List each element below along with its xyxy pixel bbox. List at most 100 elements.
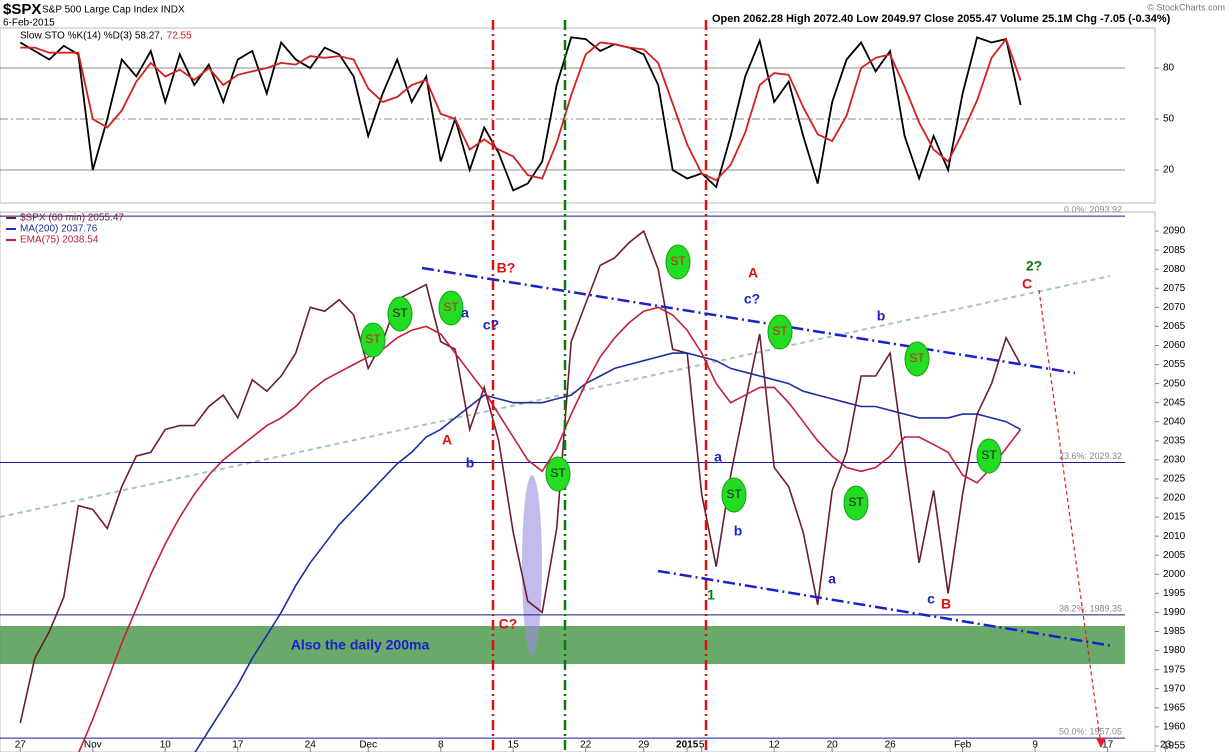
annotation: C?	[499, 616, 518, 632]
symbol: $SPX	[3, 1, 41, 18]
x-tick-label: 9	[1032, 740, 1038, 751]
annotation: c	[927, 591, 935, 607]
annotation: B	[941, 596, 951, 612]
y-tick-label: 2085	[1163, 245, 1186, 256]
annotation: ST	[726, 487, 742, 501]
y-tick-label: 2075	[1163, 283, 1186, 294]
y-tick-label: 2010	[1163, 531, 1186, 542]
annotation: A	[442, 432, 452, 448]
legend-label: EMA(75) 2038.54	[20, 235, 99, 246]
y-tick-label: 1955	[1163, 741, 1186, 752]
x-tick-label: 2015	[676, 740, 699, 751]
y-tick-label: 2015	[1163, 512, 1186, 523]
x-tick-label: 23	[1160, 740, 1172, 751]
annotation: ST	[670, 254, 686, 268]
annotation: b	[877, 308, 886, 324]
x-tick-label: 17	[232, 740, 244, 751]
x-tick-label: 26	[885, 740, 897, 751]
x-tick-label: 17	[1102, 740, 1114, 751]
y-tick-label: 50	[1163, 114, 1175, 125]
y-tick-label: 1980	[1163, 645, 1186, 656]
annotation-marker	[387, 296, 413, 332]
y-tick-label: 20	[1163, 165, 1175, 176]
annotation-marker	[721, 477, 747, 513]
y-tick-label: 2080	[1163, 264, 1186, 275]
annotation-marker	[665, 244, 691, 280]
legend-label: $SPX (60 min) 2055.47	[20, 213, 124, 224]
support-band	[0, 626, 1125, 664]
x-tick-label: 12	[769, 740, 781, 751]
stoch-panel	[0, 27, 1156, 204]
x-tick-label: 20	[827, 740, 839, 751]
legend-label: Slow STO %K(14) %D(3) 58.27,	[20, 31, 163, 42]
x-tick-label: Dec	[359, 740, 377, 751]
arrow-head	[1096, 738, 1106, 748]
y-tick-label: 2090	[1163, 226, 1186, 237]
y-tick-label: 2035	[1163, 435, 1186, 446]
annotation: b	[734, 523, 743, 539]
annotation-marker	[976, 438, 1002, 474]
y-tick-label: 2025	[1163, 474, 1186, 485]
x-tick-label: 29	[638, 740, 650, 751]
x-tick-label: 22	[580, 740, 592, 751]
x-tick-label: Feb	[954, 740, 972, 751]
y-tick-label: 1975	[1163, 664, 1186, 675]
annotation: A	[748, 265, 758, 281]
series-line	[19, 229, 1022, 724]
annotation: ST	[772, 324, 788, 338]
annotation: 1	[707, 587, 715, 603]
y-tick-label: 2070	[1163, 302, 1186, 313]
annotation: a	[828, 571, 836, 587]
x-tick-label: 5	[699, 740, 705, 751]
annotation-marker	[360, 322, 386, 358]
x-tick-label: Nov	[84, 740, 102, 751]
y-tick-label: 1990	[1163, 607, 1186, 618]
annotation: a	[461, 305, 469, 321]
annotation: ST	[981, 448, 997, 462]
y-tick-label: 2065	[1163, 321, 1186, 332]
y-tick-label: 2055	[1163, 359, 1186, 370]
annotation-marker	[843, 485, 869, 521]
y-tick-label: 2060	[1163, 340, 1186, 351]
annotation: B?	[497, 260, 516, 276]
x-tick-label: 27	[15, 740, 27, 751]
y-tick-label: 1995	[1163, 588, 1186, 599]
annotation-marker	[438, 290, 464, 326]
projection-line	[1038, 289, 1101, 739]
annotation: Also the daily 200ma	[291, 637, 430, 653]
level-label: 38.2%: 1989.35	[1059, 603, 1122, 613]
y-tick-label: 2050	[1163, 378, 1186, 389]
annotation: a	[714, 449, 722, 465]
quote: Open 2062.28 High 2072.40 Low 2049.97 Cl…	[712, 13, 1171, 25]
series-line	[20, 37, 1022, 182]
trend-line	[657, 569, 1114, 648]
y-tick-label: 2030	[1163, 455, 1186, 466]
legend-label: 72.55	[167, 31, 192, 42]
annotation: c?	[744, 291, 760, 307]
price-panel	[0, 211, 1156, 752]
annotation: b	[466, 455, 475, 471]
annotation: c?	[483, 317, 499, 333]
annotation-marker	[767, 314, 793, 350]
y-tick-label: 1960	[1163, 721, 1186, 732]
y-tick-label: 2040	[1163, 416, 1186, 427]
annotation: ST	[909, 351, 925, 365]
annotation-marker	[904, 341, 930, 377]
y-tick-label: 2005	[1163, 550, 1186, 561]
y-tick-label: 2000	[1163, 569, 1186, 580]
series-line	[194, 352, 1021, 752]
background	[0, 27, 1156, 752]
y-tick-label: 2045	[1163, 397, 1186, 408]
highlight	[522, 475, 542, 655]
level-label: 23.6%: 2029.32	[1059, 451, 1122, 461]
series-line	[78, 306, 1022, 752]
annotation: C	[1022, 276, 1032, 292]
x-tick-label: 15	[508, 740, 520, 751]
y-tick-label: 1985	[1163, 626, 1186, 637]
x-tick-label: 24	[305, 740, 317, 751]
index-name: S&P 500 Large Cap Index INDX	[42, 5, 185, 16]
date: 6-Feb-2015	[3, 18, 55, 29]
series-line	[19, 36, 1022, 192]
